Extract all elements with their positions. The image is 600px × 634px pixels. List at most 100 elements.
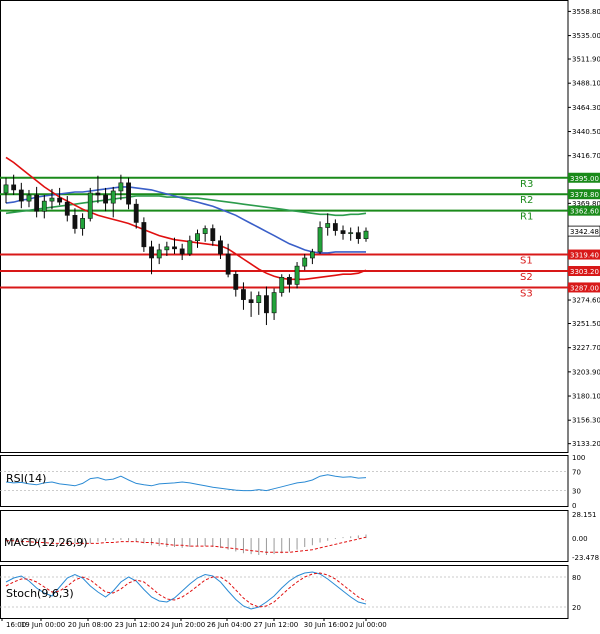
price-tick-label: 3227.70 bbox=[572, 344, 600, 352]
time-tick-label: 24 Jun 20:00 bbox=[161, 621, 205, 629]
sub-panel-frame-3 bbox=[0, 565, 569, 619]
last-price-text: 3342.48 bbox=[570, 228, 599, 236]
macd-tick-label: 0.00 bbox=[572, 535, 588, 543]
candle-down bbox=[225, 253, 231, 275]
candle-down bbox=[103, 194, 108, 204]
candle-down bbox=[57, 197, 63, 203]
candle-up bbox=[49, 197, 55, 202]
level-name-r2: R2 bbox=[520, 195, 533, 206]
candle-down bbox=[218, 240, 223, 255]
stoch-d-line bbox=[5, 572, 367, 608]
level-tag-text: 3287.00 bbox=[570, 284, 599, 292]
candle-up bbox=[195, 233, 200, 242]
rsi-label: RSI(14) bbox=[6, 472, 46, 485]
candle-up bbox=[156, 249, 162, 259]
time-tick-label: 19 Jun 00:00 bbox=[21, 621, 65, 629]
candle-down bbox=[34, 194, 40, 212]
last-price-tag bbox=[567, 225, 600, 237]
level-tag-r1 bbox=[568, 205, 600, 216]
macd-tick-label: 28.151 bbox=[572, 511, 597, 519]
price-tick-label: 3416.70 bbox=[572, 152, 600, 160]
rsi-tick-label: 100 bbox=[572, 454, 585, 462]
candle-up bbox=[271, 292, 277, 314]
candle-down bbox=[355, 232, 361, 239]
level-tag-s2 bbox=[568, 265, 600, 276]
price-tick-label: 3535.00 bbox=[572, 32, 600, 40]
price-tick-label: 3440.50 bbox=[572, 128, 600, 136]
rsi-tick-label: 0 bbox=[572, 502, 576, 510]
price-tick-label: 3274.60 bbox=[572, 297, 600, 305]
level-name-s3: S3 bbox=[520, 288, 533, 299]
level-tag-text: 3362.60 bbox=[570, 208, 599, 216]
candle-up bbox=[26, 194, 32, 202]
level-tag-s3 bbox=[568, 282, 600, 293]
price-tick-label: 3156.30 bbox=[572, 417, 600, 425]
candle-down bbox=[233, 273, 239, 290]
candle-down bbox=[126, 182, 131, 205]
candle-up bbox=[363, 230, 369, 239]
candle-up bbox=[317, 227, 323, 253]
candle-down bbox=[179, 248, 185, 255]
level-tag-r2 bbox=[568, 189, 600, 200]
candle-down bbox=[172, 246, 177, 250]
stoch-tick-label: 20 bbox=[572, 604, 581, 612]
candle-down bbox=[248, 299, 254, 303]
candle-up bbox=[118, 182, 124, 192]
candle-up bbox=[87, 192, 93, 219]
price-tick-label: 3369.80 bbox=[572, 200, 600, 208]
candle-up bbox=[164, 246, 170, 251]
candle-down bbox=[241, 289, 246, 300]
level-name-r1: R1 bbox=[520, 212, 533, 223]
level-tag-text: 3378.80 bbox=[570, 191, 599, 199]
price-tick-label: 3558.80 bbox=[572, 8, 600, 16]
time-tick-label: 30 Jun 16:00 bbox=[304, 621, 348, 629]
candle-up bbox=[187, 240, 193, 255]
candle-down bbox=[64, 201, 70, 216]
time-tick-label: 23 Jun 12:00 bbox=[115, 621, 159, 629]
time-tick-label: 27 Jun 12:00 bbox=[254, 621, 298, 629]
time-tick-label: 16:00 bbox=[6, 621, 26, 629]
candle-down bbox=[149, 246, 154, 259]
main-panel-frame bbox=[0, 0, 569, 453]
candle-down bbox=[264, 295, 269, 314]
candle-up bbox=[279, 276, 285, 293]
candle-down bbox=[210, 228, 216, 242]
level-tag-text: 3303.20 bbox=[570, 268, 599, 276]
candle-up bbox=[348, 232, 354, 234]
moving-average-line-3 bbox=[5, 156, 367, 281]
level-tag-text: 3395.00 bbox=[570, 175, 599, 183]
candle-down bbox=[18, 189, 24, 202]
candle-down bbox=[72, 215, 78, 229]
level-name-r3: R3 bbox=[520, 179, 533, 190]
time-tick-label: 2 Jul 00:00 bbox=[349, 621, 387, 629]
candle-up bbox=[41, 200, 47, 212]
macd-label: MACD(12,26,9) bbox=[4, 536, 88, 549]
candle-up bbox=[3, 184, 9, 194]
candle-up bbox=[110, 190, 116, 204]
candle-down bbox=[286, 276, 292, 285]
price-tick-label: 3511.90 bbox=[572, 56, 600, 64]
moving-average-line-2 bbox=[5, 186, 366, 254]
candle-up bbox=[202, 228, 208, 234]
level-tag-r3 bbox=[568, 172, 600, 183]
rsi-tick-label: 30 bbox=[572, 488, 581, 496]
rsi-line bbox=[5, 474, 367, 492]
time-tick-label: 26 Jun 04:00 bbox=[207, 621, 251, 629]
level-tag-text: 3319.40 bbox=[570, 252, 599, 260]
stoch-tick-label: 80 bbox=[572, 574, 581, 582]
candle-up bbox=[325, 223, 331, 228]
candle-down bbox=[332, 223, 338, 231]
candle-up bbox=[309, 251, 315, 259]
macd-tick-label: -23.478 bbox=[572, 554, 599, 562]
candle-up bbox=[256, 295, 262, 303]
candle-up bbox=[294, 265, 300, 285]
candle-down bbox=[340, 230, 346, 234]
level-name-s1: S1 bbox=[520, 256, 533, 267]
price-tick-label: 3464.30 bbox=[572, 104, 600, 112]
stoch-label: Stoch(9,6,3) bbox=[6, 587, 74, 600]
time-tick-label: 20 Jun 08:00 bbox=[68, 621, 112, 629]
candle-down bbox=[141, 222, 147, 248]
price-tick-label: 3203.90 bbox=[572, 368, 600, 376]
